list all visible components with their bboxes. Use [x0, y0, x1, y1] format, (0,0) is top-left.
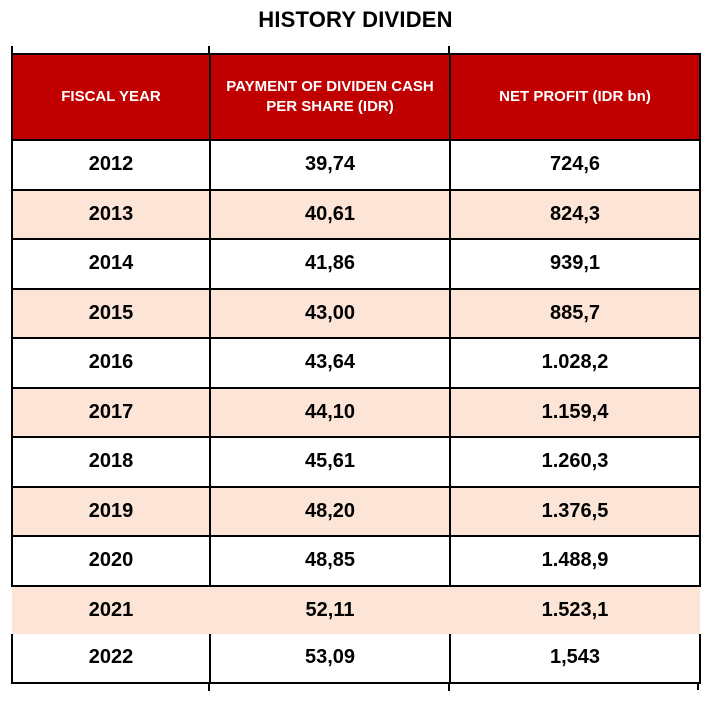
- fiscal-year-cell: 2014: [11, 238, 211, 290]
- fiscal-year-cell: 2019: [11, 485, 211, 537]
- table-body: 2012 39,74 724,6 2013 40,61 824,3 2014 41,86 939…: [11, 139, 701, 684]
- fiscal-year-cell: 2022: [11, 634, 211, 684]
- dividend-history-table: FISCAL YEAR PAYMENT OF DIVIDEN CASH PER …: [11, 53, 701, 684]
- dividend-per-share-cell: 41,86: [209, 238, 451, 290]
- fiscal-year-cell: 2020: [11, 535, 211, 587]
- col-header-fiscal-year: FISCAL YEAR: [11, 53, 211, 141]
- dividend-per-share-cell: 44,10: [209, 386, 451, 438]
- fiscal-year-cell: 2012: [11, 139, 211, 191]
- dividend-per-share-cell: 39,74: [209, 139, 451, 191]
- fiscal-year-cell: 2017: [11, 386, 211, 438]
- table-row: 2012 39,74 724,6: [11, 139, 701, 191]
- net-profit-cell: 824,3: [449, 188, 701, 240]
- table-row: 2014 41,86 939,1: [11, 238, 701, 290]
- dividend-per-share-cell: 53,09: [209, 634, 451, 684]
- net-profit-cell: 1.376,5: [449, 485, 701, 537]
- dividend-per-share-cell: 45,61: [209, 436, 451, 488]
- table-row: 2020 48,85 1.488,9: [11, 535, 701, 587]
- gridline-tick: [448, 46, 450, 55]
- table-row: 2018 45,61 1.260,3: [11, 436, 701, 488]
- table-row: 2019 48,20 1.376,5: [11, 485, 701, 537]
- net-profit-cell: 724,6: [449, 139, 701, 191]
- table-row: 2021 52,11 1.523,1: [12, 584, 700, 634]
- dividend-per-share-cell: 43,00: [209, 287, 451, 339]
- net-profit-cell: 1.028,2: [449, 337, 701, 389]
- gridline-tick: [11, 46, 13, 55]
- table-row: 2015 43,00 885,7: [11, 287, 701, 339]
- net-profit-cell: 1.488,9: [449, 535, 701, 587]
- fiscal-year-cell: 2015: [11, 287, 211, 339]
- page-title: HISTORY DIVIDEN: [258, 7, 453, 32]
- table-row: 2016 43,64 1.028,2: [11, 337, 701, 389]
- dividend-per-share-cell: 48,20: [209, 485, 451, 537]
- fiscal-year-cell: 2018: [11, 436, 211, 488]
- net-profit-cell: 1.159,4: [449, 386, 701, 438]
- col-header-net-profit: NET PROFIT (IDR bn): [449, 53, 701, 141]
- dividend-per-share-cell: 43,64: [209, 337, 451, 389]
- fiscal-year-cell: 2016: [11, 337, 211, 389]
- dividend-per-share-cell: 48,85: [209, 535, 451, 587]
- gridline-tick: [208, 683, 210, 691]
- table-header-row: FISCAL YEAR PAYMENT OF DIVIDEN CASH PER …: [11, 53, 701, 141]
- gridline-tick: [448, 683, 450, 691]
- col-header-dividend-per-share: PAYMENT OF DIVIDEN CASH PER SHARE (IDR): [209, 53, 451, 141]
- dividend-per-share-cell: 52,11: [210, 584, 450, 634]
- gridline-tick: [208, 46, 210, 55]
- fiscal-year-cell: 2013: [11, 188, 211, 240]
- dividend-per-share-cell: 40,61: [209, 188, 451, 240]
- table-row: 2017 44,10 1.159,4: [11, 386, 701, 438]
- fiscal-year-cell: 2021: [12, 584, 210, 634]
- net-profit-cell: 939,1: [449, 238, 701, 290]
- net-profit-cell: 1,543: [449, 634, 701, 684]
- net-profit-cell: 1.260,3: [449, 436, 701, 488]
- table-row: 2013 40,61 824,3: [11, 188, 701, 240]
- gridline-tick: [697, 683, 699, 690]
- table-row: 2022 53,09 1,543: [11, 634, 701, 684]
- net-profit-cell: 885,7: [449, 287, 701, 339]
- net-profit-cell: 1.523,1: [450, 584, 700, 634]
